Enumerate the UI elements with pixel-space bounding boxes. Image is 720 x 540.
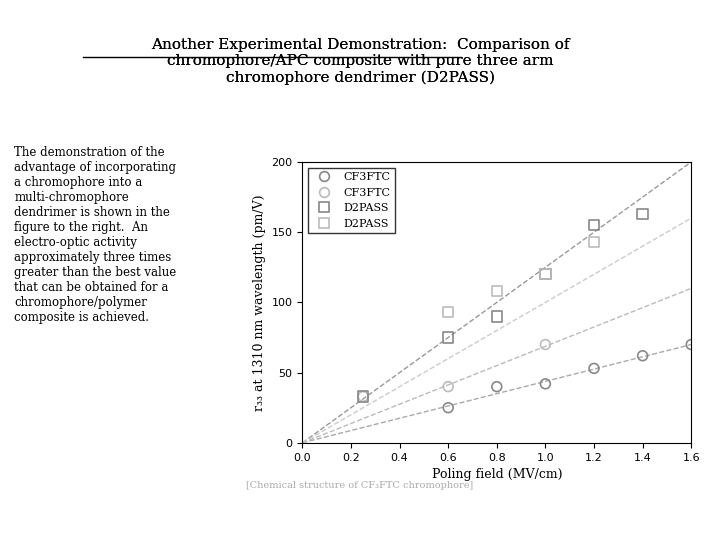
Point bbox=[442, 382, 454, 391]
Point bbox=[588, 364, 600, 373]
Text: [Chemical structure of CF₃FTC chromophore]: [Chemical structure of CF₃FTC chromophor… bbox=[246, 482, 474, 490]
Point bbox=[636, 352, 648, 360]
Text: Another Experimental Demonstration:  Comparison of
chromophore/APC composite wit: Another Experimental Demonstration: Comp… bbox=[150, 38, 570, 85]
Point bbox=[491, 382, 503, 391]
Point bbox=[491, 287, 503, 295]
Point bbox=[442, 308, 454, 316]
Point bbox=[540, 340, 552, 349]
Legend: CF3FTC, CF3FTC, D2PASS, D2PASS: CF3FTC, CF3FTC, D2PASS, D2PASS bbox=[308, 167, 395, 233]
Point bbox=[357, 392, 369, 401]
Point bbox=[685, 340, 697, 349]
Point bbox=[540, 270, 552, 279]
Text: Another Experimental Demonstration:  Comparison of
chromophore/APC composite wit: Another Experimental Demonstration: Comp… bbox=[150, 38, 570, 85]
Point bbox=[588, 221, 600, 230]
Point bbox=[491, 312, 503, 321]
Y-axis label: r₃₃ at 1310 nm wavelength (pm/V): r₃₃ at 1310 nm wavelength (pm/V) bbox=[253, 194, 266, 410]
Text: The demonstration of the
advantage of incorporating
a chromophore into a
multi-c: The demonstration of the advantage of in… bbox=[14, 146, 176, 324]
Point bbox=[588, 238, 600, 246]
Point bbox=[442, 403, 454, 412]
Point bbox=[442, 333, 454, 342]
Point bbox=[540, 380, 552, 388]
Point bbox=[540, 270, 552, 279]
Point bbox=[357, 392, 369, 401]
X-axis label: Poling field (MV/cm): Poling field (MV/cm) bbox=[431, 468, 562, 481]
Point bbox=[636, 210, 648, 218]
